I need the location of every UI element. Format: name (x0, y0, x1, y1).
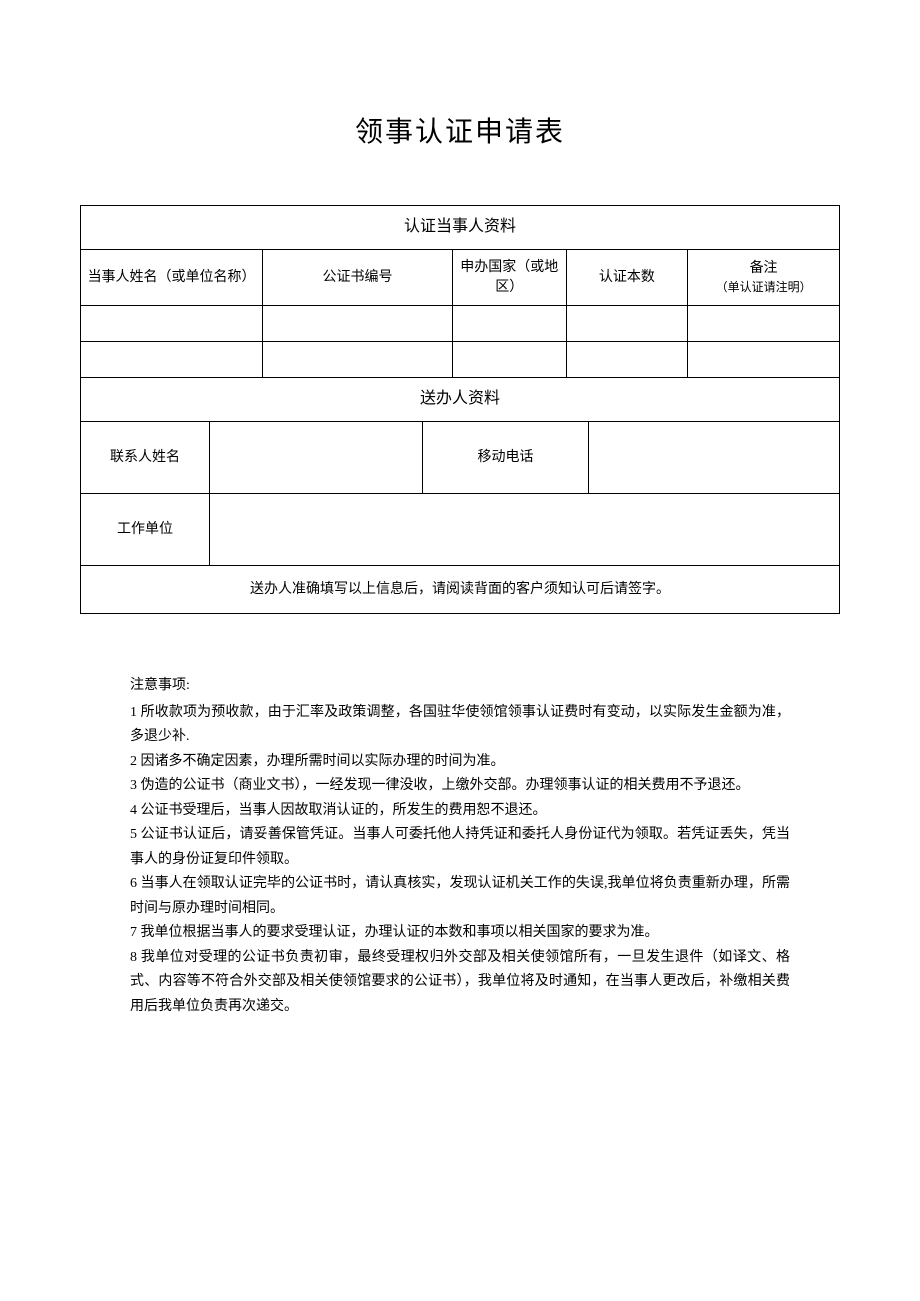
notes-section: 注意事项: 1 所收款项为预收款，由于汇率及政策调整，各国驻华使领馆领事认证费时… (80, 674, 840, 1019)
cell-phone[interactable] (589, 422, 840, 494)
cell-copies[interactable] (566, 306, 687, 342)
cell-notary-number[interactable] (263, 342, 453, 378)
cell-country[interactable] (452, 306, 566, 342)
note-item: 2 因诸多不确定因素，办理所需时间以实际办理的时间为准。 (130, 750, 790, 775)
col-applicant-name: 当事人姓名（或单位名称） (81, 250, 263, 306)
cell-copies[interactable] (566, 342, 687, 378)
cell-country[interactable] (452, 342, 566, 378)
col-country: 申办国家（或地区） (452, 250, 566, 306)
note-item: 8 我单位对受理的公证书负责初审，最终受理权归外交部及相关使领馆所有，一旦发生退… (130, 946, 790, 1020)
section-sender-header: 送办人资料 (81, 378, 840, 422)
note-item: 5 公证书认证后，请妥善保管凭证。当事人可委托他人持凭证和委托人身份证代为领取。… (130, 823, 790, 872)
col-remarks: 备注 （单认证请注明） (688, 250, 840, 306)
cell-remarks[interactable] (688, 342, 840, 378)
table-footer-note: 送办人准确填写以上信息后，请阅读背面的客户须知认可后请签字。 (81, 566, 840, 614)
cell-notary-number[interactable] (263, 306, 453, 342)
application-table: 认证当事人资料 当事人姓名（或单位名称） 公证书编号 申办国家（或地区） 认证本… (80, 205, 840, 614)
col-remarks-line1: 备注 (690, 259, 837, 279)
note-item: 6 当事人在领取认证完毕的公证书时，请认真核实，发现认证机关工作的失误,我单位将… (130, 872, 790, 921)
note-item: 7 我单位根据当事人的要求受理认证，办理认证的本数和事项以相关国家的要求为准。 (130, 921, 790, 946)
note-item: 1 所收款项为预收款，由于汇率及政策调整，各国驻华使领馆领事认证费时有变动，以实… (130, 701, 790, 750)
col-notary-number: 公证书编号 (263, 250, 453, 306)
col-remarks-line2: （单认证请注明） (690, 279, 837, 296)
label-work-unit: 工作单位 (81, 494, 210, 566)
note-item: 4 公证书受理后，当事人因故取消认证的，所发生的费用恕不退还。 (130, 799, 790, 824)
section-applicant-header: 认证当事人资料 (81, 206, 840, 250)
notes-title: 注意事项: (130, 674, 790, 699)
cell-applicant-name[interactable] (81, 306, 263, 342)
label-phone: 移动电话 (422, 422, 589, 494)
cell-remarks[interactable] (688, 306, 840, 342)
col-copies: 认证本数 (566, 250, 687, 306)
form-title: 领事认证申请表 (80, 110, 840, 150)
table-row (81, 306, 840, 342)
label-contact-name: 联系人姓名 (81, 422, 210, 494)
cell-contact-name[interactable] (210, 422, 423, 494)
cell-work-unit[interactable] (210, 494, 840, 566)
cell-applicant-name[interactable] (81, 342, 263, 378)
note-item: 3 伪造的公证书（商业文书），一经发现一律没收，上缴外交部。办理领事认证的相关费… (130, 774, 790, 799)
table-row (81, 342, 840, 378)
